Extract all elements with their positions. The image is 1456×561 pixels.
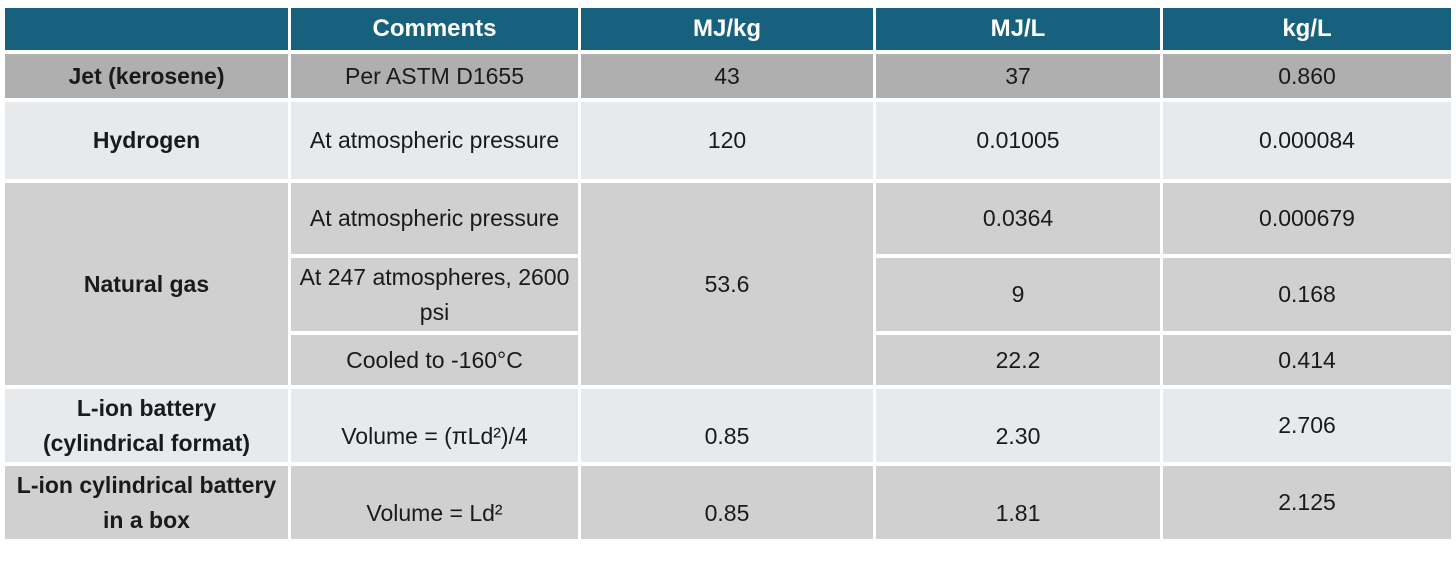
row-li-ion-box: L-ion cylindrical battery in a box Volum… [5,466,1451,539]
li-ion-cylindrical-mj-kg-cell: 0.85 [581,389,873,462]
li-ion-cylindrical-comment-cell: Volume = (πLd²)/4 [291,389,578,462]
row-li-ion-cylindrical: L-ion battery (cylindrical format) Volum… [5,389,1451,462]
row-label-hydrogen: Hydrogen [5,102,288,179]
hydrogen-comment-cell: At atmospheric pressure [291,102,578,179]
hydrogen-mj-kg-cell: 120 [581,102,873,179]
natural-gas-mj-l-cooled-cell: 22.2 [876,335,1160,385]
row-jet-kerosene: Jet (kerosene) Per ASTM D1655 43 37 0.86… [5,54,1451,98]
jet-mj-kg-cell: 43 [581,54,873,98]
row-label-li-ion-box: L-ion cylindrical battery in a box [5,466,288,539]
jet-mj-l-cell: 37 [876,54,1160,98]
fuel-energy-density-table: Comments MJ/kg MJ/L kg/L Jet (kerosene) … [2,4,1454,543]
li-ion-box-mj-l-cell: 1.81 [876,466,1160,539]
natural-gas-kg-l-cooled-cell: 0.414 [1163,335,1451,385]
hydrogen-mj-l-cell: 0.01005 [876,102,1160,179]
natural-gas-mj-kg-cell: 53.6 [581,183,873,385]
natural-gas-comment-atmospheric-cell: At atmospheric pressure [291,183,578,254]
row-label-li-ion-cylindrical: L-ion battery (cylindrical format) [5,389,288,462]
slide-canvas: Comments MJ/kg MJ/L kg/L Jet (kerosene) … [2,4,1454,543]
natural-gas-kg-l-atmospheric-cell: 0.000679 [1163,183,1451,254]
jet-kg-l-cell: 0.860 [1163,54,1451,98]
header-comments-cell: Comments [291,8,578,50]
li-ion-box-kg-l-cell: 2.125 [1163,466,1451,539]
header-mj-l-cell: MJ/L [876,8,1160,50]
li-ion-box-comment-cell: Volume = Ld² [291,466,578,539]
natural-gas-comment-compressed-cell: At 247 atmospheres, 2600 psi [291,258,578,331]
natural-gas-kg-l-compressed-cell: 0.168 [1163,258,1451,331]
header-fuel-cell [5,8,288,50]
header-kg-l-cell: kg/L [1163,8,1451,50]
row-label-natural-gas: Natural gas [5,183,288,385]
header-row: Comments MJ/kg MJ/L kg/L [5,8,1451,50]
li-ion-box-mj-kg-cell: 0.85 [581,466,873,539]
natural-gas-comment-cooled-cell: Cooled to -160°C [291,335,578,385]
natural-gas-mj-l-atmospheric-cell: 0.0364 [876,183,1160,254]
li-ion-cylindrical-mj-l-cell: 2.30 [876,389,1160,462]
row-natural-gas-cooled: Cooled to -160°C 22.2 0.414 [5,335,1451,385]
hydrogen-kg-l-cell: 0.000084 [1163,102,1451,179]
header-mj-kg-cell: MJ/kg [581,8,873,50]
row-natural-gas-atmospheric: Natural gas At atmospheric pressure 53.6… [5,183,1451,385]
natural-gas-mj-l-compressed-cell: 9 [876,258,1160,331]
row-hydrogen: Hydrogen At atmospheric pressure 120 0.0… [5,102,1451,179]
row-natural-gas-compressed: At 247 atmospheres, 2600 psi 9 0.168 [5,258,1451,331]
li-ion-cylindrical-kg-l-cell: 2.706 [1163,389,1451,462]
jet-comment-cell: Per ASTM D1655 [291,54,578,98]
row-label-jet: Jet (kerosene) [5,54,288,98]
